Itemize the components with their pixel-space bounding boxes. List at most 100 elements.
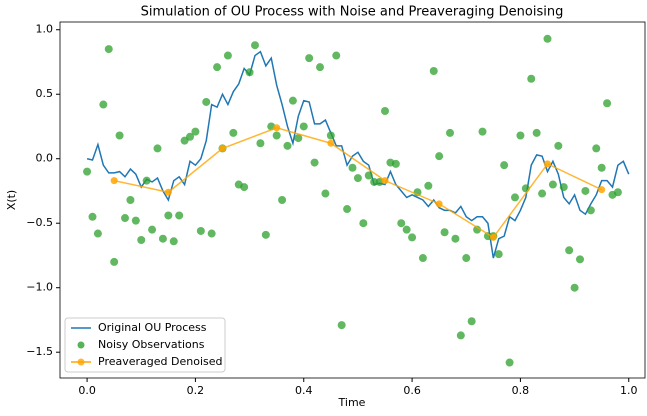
series-point (310, 158, 319, 167)
series-point (256, 139, 265, 148)
series-point (516, 131, 525, 140)
series-point (440, 228, 449, 237)
series-point (283, 141, 292, 150)
legend-marker (77, 341, 85, 349)
series-line (86, 50, 630, 259)
series-point (299, 122, 308, 131)
series-point (186, 132, 194, 141)
y-tick-label: −1.0 (26, 281, 53, 294)
series-point (278, 196, 287, 204)
series-point (456, 331, 465, 340)
series-point (353, 174, 362, 183)
series-point (359, 219, 368, 228)
series-point (478, 127, 487, 136)
series-point (473, 225, 482, 234)
series-point (489, 233, 497, 241)
series-point (321, 189, 330, 198)
series-point (554, 141, 563, 150)
chart-title: Simulation of OU Process with Noise and … (141, 5, 564, 20)
series-point (532, 128, 541, 137)
y-tick-label: −1.5 (26, 345, 53, 358)
series-point (500, 161, 509, 170)
series-point (327, 139, 335, 147)
series-point (104, 45, 113, 54)
series-point (435, 152, 444, 161)
series-point (462, 254, 471, 263)
series-point (153, 144, 162, 153)
series-point (364, 171, 373, 180)
legend-label: Original OU Process (98, 321, 207, 334)
series-point (158, 234, 167, 243)
legend-label: Preaveraged Denoised (98, 355, 222, 368)
series-point (446, 128, 454, 137)
series-point (348, 163, 357, 172)
series-point (240, 183, 249, 192)
series-point (288, 96, 297, 105)
series-point (110, 257, 119, 266)
series-point (272, 131, 281, 140)
y-tick-label: 1.0 (36, 23, 54, 36)
legend-label: Noisy Observations (98, 338, 205, 351)
series-point (316, 63, 324, 72)
series-point (294, 134, 303, 143)
y-tick-label: 0.5 (36, 87, 54, 100)
series-point (424, 181, 433, 190)
series-point (603, 99, 612, 108)
series-point (137, 235, 146, 244)
series-point (576, 255, 584, 264)
series-point (565, 246, 574, 255)
plot-frame (59, 21, 646, 379)
series-point (581, 186, 590, 195)
x-tick-label: 0.0 (78, 384, 96, 397)
series-point (570, 283, 579, 292)
y-tick-label: −0.5 (26, 216, 53, 229)
series-point (219, 144, 226, 152)
series-point (245, 68, 254, 77)
series-point (597, 163, 606, 172)
series-point (131, 216, 140, 225)
series-point (121, 214, 129, 223)
series-point (548, 180, 557, 189)
series-point (191, 127, 200, 136)
x-tick-label: 0.8 (512, 384, 530, 397)
series-point (273, 124, 281, 132)
series-point (326, 131, 335, 140)
series-point (592, 144, 601, 153)
series-point (343, 205, 352, 214)
series-point (381, 107, 389, 115)
series-point (435, 200, 443, 208)
series-point (429, 67, 438, 76)
series-point (527, 74, 536, 83)
series-point (505, 358, 514, 367)
series-point (544, 160, 551, 168)
series-point (586, 206, 595, 215)
series-point (175, 211, 184, 220)
series-point (196, 226, 205, 235)
series-point (402, 225, 411, 234)
legend-marker (77, 358, 85, 366)
series-point (391, 159, 400, 168)
series-point (418, 254, 427, 263)
series-point (126, 196, 135, 204)
series-point (99, 100, 108, 109)
legend-box (64, 317, 226, 373)
series-point (494, 250, 503, 259)
series-point (93, 229, 102, 238)
series-point (202, 97, 211, 106)
series-point (148, 225, 157, 234)
series-point (467, 317, 476, 326)
series-point (337, 321, 346, 330)
series-point (164, 188, 172, 196)
series-point (613, 188, 622, 197)
series-point (538, 189, 547, 198)
series-point (110, 177, 118, 185)
series-point (381, 177, 389, 185)
series-point (261, 230, 270, 239)
series-point (142, 176, 151, 185)
series-point (213, 63, 222, 72)
series-point (115, 131, 124, 140)
x-tick-label: 0.2 (187, 384, 205, 397)
x-tick-label: 1.0 (620, 384, 638, 397)
series-point (229, 128, 238, 137)
